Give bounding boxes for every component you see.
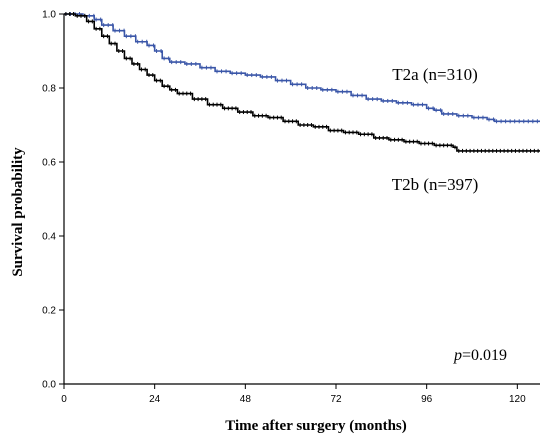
- x-axis-label: Time after surgery (months): [225, 418, 407, 434]
- p-value-symbol: p: [453, 347, 462, 364]
- x-tick-label: 0: [61, 394, 67, 405]
- y-axis-label: Survival probability: [10, 147, 26, 277]
- p-value-annotation: p=0.019: [453, 347, 507, 364]
- series-label-t2a: T2a (n=310): [392, 65, 478, 84]
- x-tick-label: 24: [149, 394, 161, 405]
- p-value-number: =0.019: [462, 347, 507, 364]
- y-tick-label: 0.4: [42, 232, 56, 243]
- y-tick-label: 0.8: [42, 84, 56, 95]
- x-tick-label: 120: [509, 394, 526, 405]
- y-tick-label: 0.2: [42, 306, 56, 317]
- series-label-t2b: T2b (n=397): [392, 175, 479, 194]
- x-tick-label: 72: [330, 394, 342, 405]
- survival-curve-line: [64, 13, 540, 152]
- y-tick-label: 1.0: [42, 10, 56, 21]
- x-tick-label: 48: [240, 394, 252, 405]
- y-tick-label: 0.6: [42, 158, 56, 169]
- series-t2b: [64, 12, 540, 153]
- x-tick-label: 96: [421, 394, 433, 405]
- y-tick-label: 0.0: [42, 380, 56, 391]
- chart-series: [64, 12, 540, 153]
- chart-axes: 0 24 48 72 96 120 0.0 0.2 0.4 0.6 0.8 1.0: [42, 10, 540, 405]
